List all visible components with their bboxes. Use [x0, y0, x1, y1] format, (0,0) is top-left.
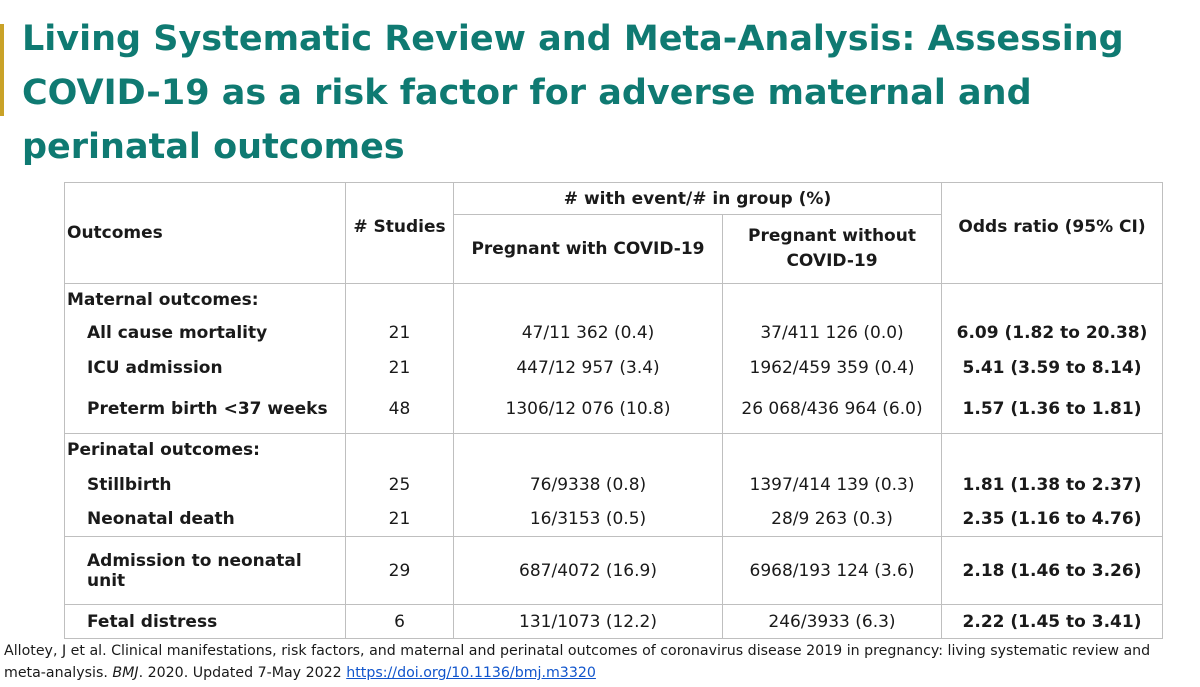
header-with-covid: Pregnant with COVID-19	[453, 214, 723, 284]
outcomes-table: Outcomes # Studies # with event/# in gro…	[64, 182, 1163, 639]
header-row-2: Pregnant with COVID-19 Pregnant without …	[65, 214, 1163, 284]
with-covid-cell: 76/9338 (0.8)	[453, 466, 723, 503]
section-row-perinatal: Perinatal outcomes:	[64, 433, 1163, 467]
without-covid-cell: 246/3933 (6.3)	[722, 604, 942, 639]
studies-cell: 21	[345, 349, 454, 386]
table-row: ICU admission 21 447/12 957 (3.4) 1962/4…	[64, 349, 1163, 386]
citation-text: Allotey, J et al. Clinical manifestation…	[4, 643, 1151, 681]
without-covid-cell: 37/411 126 (0.0)	[722, 315, 942, 350]
table-row: All cause mortality 21 47/11 362 (0.4) 3…	[64, 315, 1163, 350]
studies-cell: 25	[345, 466, 454, 503]
odds-ratio-cell: 1.81 (1.38 to 2.37)	[941, 466, 1163, 503]
odds-ratio-cell: 5.41 (3.59 to 8.14)	[941, 349, 1163, 386]
citation-date: . 2020. Updated 7-May 2022	[138, 665, 347, 681]
outcome-cell: Fetal distress	[64, 604, 346, 639]
studies-cell: 48	[345, 385, 454, 434]
with-covid-cell: 131/1073 (12.2)	[453, 604, 723, 639]
studies-cell: 21	[345, 502, 454, 537]
outcome-cell: Admission to neonatal unit	[64, 536, 346, 605]
without-covid-cell: 6968/193 124 (3.6)	[722, 536, 942, 605]
header-without-covid: Pregnant without COVID-19	[722, 214, 942, 284]
odds-ratio-cell: 2.35 (1.16 to 4.76)	[941, 502, 1163, 537]
table-row: Admission to neonatal unit 29 687/4072 (…	[64, 536, 1163, 605]
odds-ratio-cell: 2.18 (1.46 to 3.26)	[941, 536, 1163, 605]
section-label: Maternal outcomes:	[64, 283, 346, 316]
studies-cell: 6	[345, 604, 454, 639]
slide-title: Living Systematic Review and Meta-Analys…	[22, 19, 1124, 167]
outcome-cell: Stillbirth	[64, 466, 346, 503]
outcome-cell: Neonatal death	[64, 502, 346, 537]
outcome-cell: All cause mortality	[64, 315, 346, 350]
outcome-cell: ICU admission	[64, 349, 346, 386]
header-outcomes: Outcomes	[64, 182, 346, 284]
table-row: Fetal distress 6 131/1073 (12.2) 246/393…	[64, 604, 1163, 639]
citation: Allotey, J et al. Clinical manifestation…	[4, 640, 1196, 684]
with-covid-cell: 1306/12 076 (10.8)	[453, 385, 723, 434]
without-covid-cell: 1397/414 139 (0.3)	[722, 466, 942, 503]
with-covid-cell: 16/3153 (0.5)	[453, 502, 723, 537]
title-accent-bar	[0, 24, 4, 116]
odds-ratio-cell: 1.57 (1.36 to 1.81)	[941, 385, 1163, 434]
table-row: Stillbirth 25 76/9338 (0.8) 1397/414 139…	[64, 466, 1163, 503]
with-covid-cell: 447/12 957 (3.4)	[453, 349, 723, 386]
table-row: Preterm birth <37 weeks 48 1306/12 076 (…	[64, 385, 1163, 434]
header-studies: # Studies	[345, 182, 454, 284]
citation-journal: BMJ	[112, 665, 139, 681]
odds-ratio-cell: 6.09 (1.82 to 20.38)	[941, 315, 1163, 350]
without-covid-cell: 1962/459 359 (0.4)	[722, 349, 942, 386]
odds-ratio-cell: 2.22 (1.45 to 3.41)	[941, 604, 1163, 639]
header-group: # with event/# in group (%)	[453, 182, 942, 215]
with-covid-cell: 47/11 362 (0.4)	[453, 315, 723, 350]
without-covid-cell: 26 068/436 964 (6.0)	[722, 385, 942, 434]
doi-link[interactable]: https://doi.org/10.1136/bmj.m3320	[346, 665, 596, 681]
without-covid-cell: 28/9 263 (0.3)	[722, 502, 942, 537]
section-label: Perinatal outcomes:	[64, 433, 346, 467]
header-odds-ratio: Odds ratio (95% CI)	[941, 182, 1163, 284]
outcome-cell: Preterm birth <37 weeks	[64, 385, 346, 434]
table-row: Neonatal death 21 16/3153 (0.5) 28/9 263…	[64, 502, 1163, 537]
header-row-1: Outcomes # Studies # with event/# in gro…	[64, 182, 1163, 284]
studies-cell: 21	[345, 315, 454, 350]
with-covid-cell: 687/4072 (16.9)	[453, 536, 723, 605]
studies-cell: 29	[345, 536, 454, 605]
section-row-maternal: Maternal outcomes:	[64, 283, 1163, 316]
